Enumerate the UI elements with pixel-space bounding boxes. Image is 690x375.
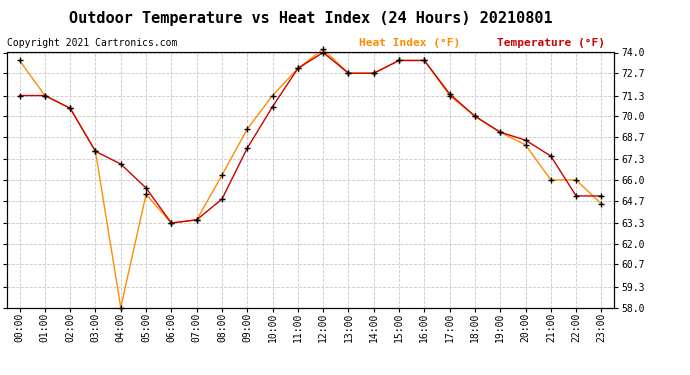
Text: Outdoor Temperature vs Heat Index (24 Hours) 20210801: Outdoor Temperature vs Heat Index (24 Ho… [69,11,552,26]
Text: Copyright 2021 Cartronics.com: Copyright 2021 Cartronics.com [7,38,177,48]
Text: Heat Index (°F): Heat Index (°F) [359,38,460,48]
Text: Temperature (°F): Temperature (°F) [497,38,605,48]
